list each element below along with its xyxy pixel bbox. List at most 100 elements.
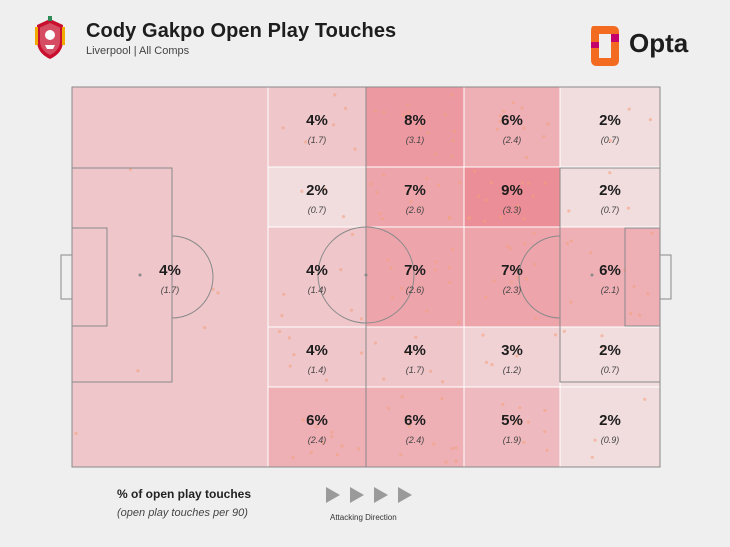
touch-dot xyxy=(524,277,528,281)
centre-spot xyxy=(364,273,368,277)
touch-dot xyxy=(216,291,220,295)
touch-dot xyxy=(359,317,363,321)
touch-dot xyxy=(339,268,343,272)
zone-percent-label: 2% xyxy=(599,342,621,359)
heatmap-zone xyxy=(365,386,465,468)
touch-dot xyxy=(349,308,354,312)
zone-percent-label: 4% xyxy=(306,112,328,129)
touch-dot xyxy=(451,139,455,143)
touch-dot xyxy=(489,181,493,185)
touch-dot xyxy=(484,198,488,202)
touch-dot xyxy=(382,377,386,381)
touch-dot xyxy=(502,109,506,113)
left-penalty-arc xyxy=(171,235,214,319)
heatmap-zones xyxy=(71,86,661,468)
zone-percent-label: 2% xyxy=(599,182,621,199)
touch-dot xyxy=(569,239,574,243)
zone-percent-label: 3% xyxy=(501,342,523,359)
zone-percent-label: 6% xyxy=(501,112,523,129)
touch-dot xyxy=(432,442,436,446)
zone-per90-label: (2.1) xyxy=(601,285,620,295)
heatmap-zone xyxy=(463,326,561,388)
touch-dot xyxy=(473,169,477,173)
zone-percent-label: 6% xyxy=(404,412,426,429)
touch-dot xyxy=(301,418,305,422)
liverpool-crest-icon xyxy=(35,16,65,59)
touch-dot xyxy=(543,430,547,434)
touch-dot xyxy=(287,336,291,340)
touch-dot xyxy=(341,215,346,219)
zone-per90-label: (2.4) xyxy=(503,135,522,145)
zone-per90-label: (3.3) xyxy=(503,205,522,215)
touch-dot xyxy=(436,183,441,187)
touch-dots xyxy=(74,93,654,464)
touch-dot xyxy=(291,455,295,460)
touch-dot xyxy=(330,430,334,434)
zone-percent-label: 7% xyxy=(501,262,523,279)
touch-dot xyxy=(282,292,286,296)
pitch-spots xyxy=(138,273,594,277)
touch-dot xyxy=(280,314,284,318)
attacking-direction-arrows-icon xyxy=(326,487,412,503)
touch-dot xyxy=(450,447,454,451)
touch-dot xyxy=(484,360,489,364)
right-goal xyxy=(659,254,672,300)
right-penalty-arc xyxy=(518,235,561,319)
touch-dot xyxy=(441,380,445,384)
touch-dot xyxy=(518,406,522,410)
touch-dot xyxy=(447,266,451,270)
touch-dot xyxy=(321,441,325,445)
touch-dot xyxy=(515,354,519,358)
zone-per90-label: (2.6) xyxy=(406,285,425,295)
touch-dot xyxy=(513,421,517,425)
touch-dot xyxy=(425,176,429,181)
zone-per90-label: (3.1) xyxy=(406,135,425,145)
touch-dot xyxy=(492,279,496,283)
zone-per90-label: (1.7) xyxy=(161,285,180,295)
touch-dot xyxy=(343,106,348,110)
touch-dot xyxy=(511,101,515,105)
heatmap-zone xyxy=(463,226,561,328)
zone-percent-label: 6% xyxy=(306,412,328,429)
touch-dot xyxy=(418,126,423,130)
touch-dot xyxy=(452,129,456,133)
touch-dot xyxy=(444,460,448,464)
touch-dot xyxy=(443,113,447,117)
touch-dot xyxy=(523,241,527,246)
touch-dot xyxy=(505,244,509,248)
touch-dot xyxy=(357,447,361,451)
touch-dot xyxy=(650,231,654,235)
zone-percent-label: 4% xyxy=(159,262,181,279)
touch-dot xyxy=(450,93,454,97)
heatmap-zone xyxy=(463,166,561,228)
touch-dot xyxy=(648,118,653,122)
zone-percent-label: 8% xyxy=(404,112,426,129)
zone-percent-label: 2% xyxy=(306,182,328,199)
touch-dot xyxy=(281,126,285,130)
touch-dot xyxy=(380,217,384,221)
touch-dot xyxy=(359,351,364,355)
heatmap-zone xyxy=(463,386,561,468)
touch-dot xyxy=(627,107,631,111)
touch-dot xyxy=(350,232,354,236)
touch-dot xyxy=(526,181,531,185)
touch-dot xyxy=(468,216,472,220)
opta-logo-icon xyxy=(591,26,619,66)
touch-dot xyxy=(522,440,526,444)
zone-per90-label: (0.9) xyxy=(601,435,620,445)
touch-dot xyxy=(433,268,437,272)
touch-dot xyxy=(74,431,78,436)
touch-dot xyxy=(481,333,485,337)
heatmap-zone xyxy=(559,386,661,468)
centre-circle xyxy=(317,226,415,324)
touch-dot xyxy=(515,276,520,280)
touch-dot xyxy=(340,444,344,448)
heatmap-zone xyxy=(267,166,367,228)
touch-dot xyxy=(516,204,520,208)
touch-dot xyxy=(543,408,547,413)
left-goal xyxy=(60,254,73,300)
zone-percent-label: 9% xyxy=(501,182,523,199)
touch-dot xyxy=(632,284,636,288)
touch-dot xyxy=(330,435,334,439)
touch-dot xyxy=(524,156,529,160)
